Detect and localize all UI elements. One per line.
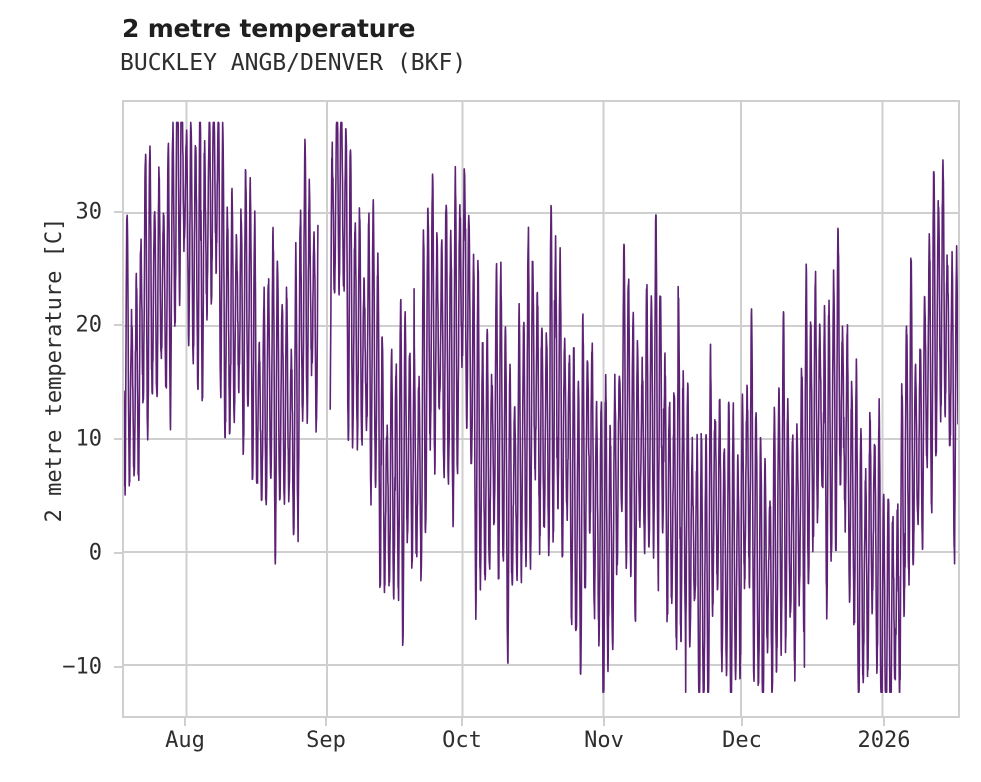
y-tick-label: 10 [75, 426, 103, 452]
y-tick-mark [114, 551, 122, 554]
y-tick-label: 20 [75, 312, 103, 338]
y-tick-label: 0 [88, 540, 102, 566]
x-tick-mark [883, 718, 885, 726]
y-axis-label: 2 metre temperature [C] [42, 217, 67, 523]
y-tick-mark [114, 665, 122, 668]
y-tick-mark [114, 324, 122, 327]
chart-canvas [124, 102, 958, 716]
y-tick-label: 30 [75, 199, 103, 225]
temperature-series [124, 121, 958, 694]
x-tick-mark [325, 718, 327, 726]
x-tick-label: Oct [442, 728, 482, 753]
temperature-line [329, 121, 958, 694]
x-tick-mark [741, 718, 743, 726]
x-tick-label: Dec [722, 728, 762, 753]
x-tick-label: Nov [584, 728, 624, 753]
y-tick-label: −10 [62, 654, 102, 680]
plot-area [122, 100, 960, 718]
chart-subtitle: BUCKLEY ANGB/DENVER (BKF) [120, 50, 467, 76]
x-tick-mark [461, 718, 463, 726]
x-tick-mark [184, 718, 186, 726]
x-tick-label: 2026 [857, 728, 911, 753]
chart-title: 2 metre temperature [122, 14, 416, 43]
temperature-line [124, 121, 319, 565]
x-tick-label: Sep [306, 728, 346, 753]
y-tick-mark [114, 438, 122, 441]
y-tick-mark [114, 210, 122, 213]
x-tick-label: Aug [165, 728, 205, 753]
x-tick-mark [603, 718, 605, 726]
